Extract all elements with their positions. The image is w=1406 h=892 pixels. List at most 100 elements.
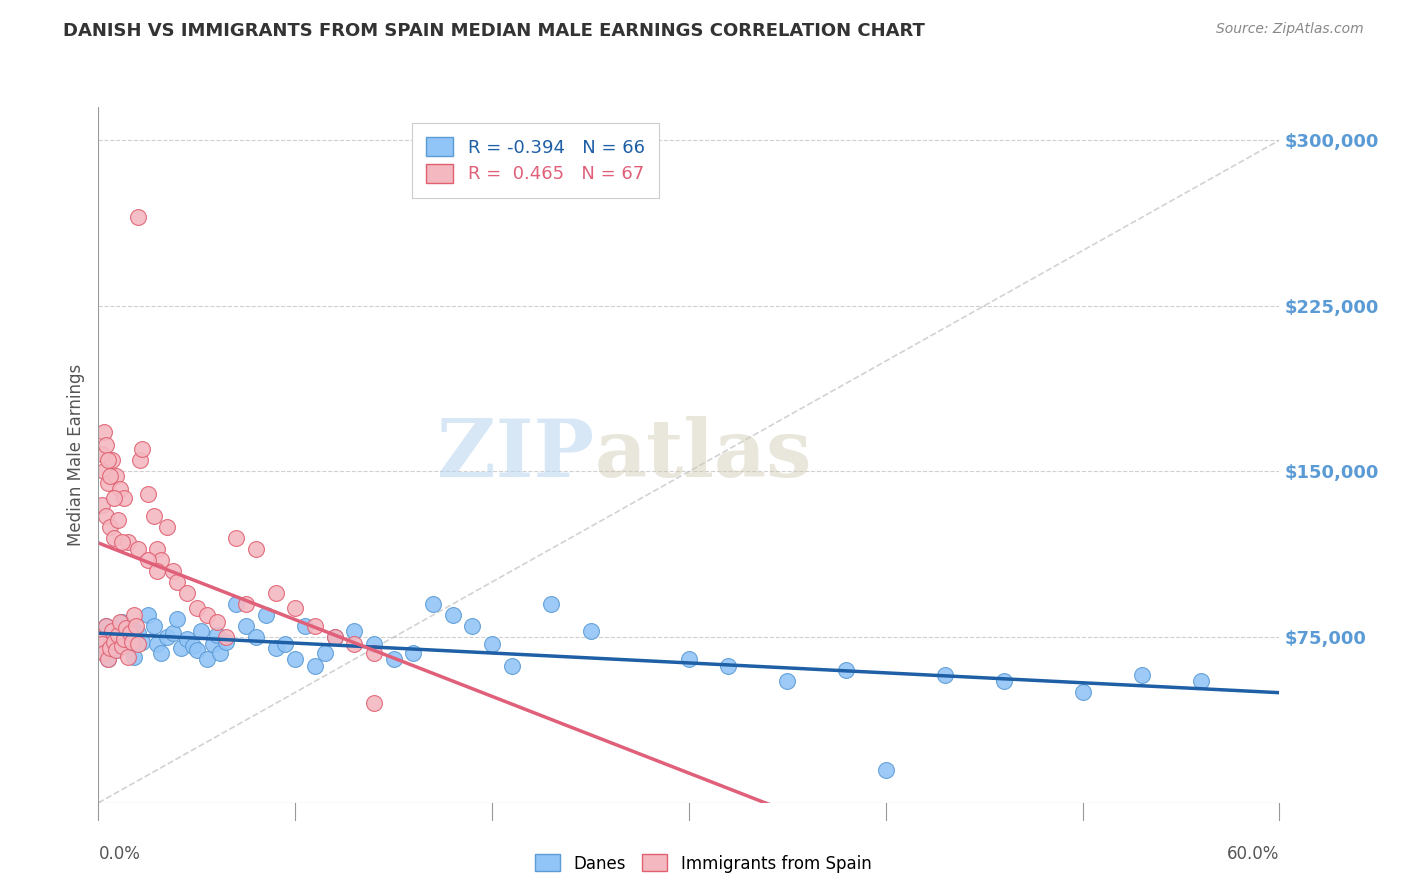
Point xyxy=(150,646,173,660)
Point xyxy=(96,619,118,633)
Point xyxy=(136,553,159,567)
Text: ZIP: ZIP xyxy=(437,416,595,494)
Point xyxy=(91,637,114,651)
Point xyxy=(89,630,111,644)
Point xyxy=(89,630,111,644)
Point xyxy=(97,453,120,467)
Point xyxy=(131,442,153,457)
Point xyxy=(215,630,238,644)
Point xyxy=(402,646,425,660)
Point xyxy=(146,637,169,651)
Point xyxy=(422,597,444,611)
Point xyxy=(142,508,165,523)
Point xyxy=(201,637,224,651)
Point xyxy=(98,641,121,656)
Point xyxy=(127,625,149,640)
Text: DANISH VS IMMIGRANTS FROM SPAIN MEDIAN MALE EARNINGS CORRELATION CHART: DANISH VS IMMIGRANTS FROM SPAIN MEDIAN M… xyxy=(63,22,925,40)
Point xyxy=(678,652,700,666)
Point xyxy=(93,425,115,439)
Point xyxy=(363,637,385,651)
Point xyxy=(101,624,124,638)
Point xyxy=(112,639,135,653)
Point xyxy=(205,628,228,642)
Point xyxy=(235,597,257,611)
Text: 60.0%: 60.0% xyxy=(1227,845,1279,863)
Point xyxy=(112,632,135,647)
Point xyxy=(209,646,232,660)
Point xyxy=(150,553,173,567)
Point xyxy=(103,634,125,648)
Point xyxy=(98,641,121,656)
Point xyxy=(461,619,484,633)
Text: atlas: atlas xyxy=(595,416,811,494)
Point xyxy=(117,650,139,665)
Point xyxy=(162,625,184,640)
Point xyxy=(195,608,218,623)
Point xyxy=(181,639,204,653)
Point xyxy=(96,508,118,523)
Point xyxy=(1189,674,1212,689)
Point xyxy=(176,586,198,600)
Point xyxy=(195,652,218,666)
Point xyxy=(146,564,169,578)
Point xyxy=(875,763,897,777)
Point xyxy=(142,619,165,633)
Point xyxy=(103,531,125,545)
Point xyxy=(118,625,141,640)
Point xyxy=(284,652,307,666)
Point xyxy=(93,465,115,479)
Point xyxy=(111,639,134,653)
Point xyxy=(717,658,740,673)
Point xyxy=(284,601,307,615)
Point xyxy=(131,634,153,648)
Point xyxy=(162,564,184,578)
Point xyxy=(190,624,212,638)
Point xyxy=(156,630,179,644)
Point xyxy=(170,641,193,656)
Point xyxy=(91,498,114,512)
Point xyxy=(441,608,464,623)
Point xyxy=(540,597,562,611)
Point xyxy=(294,619,316,633)
Point xyxy=(481,637,503,651)
Point xyxy=(501,658,523,673)
Point xyxy=(205,615,228,629)
Point xyxy=(122,608,145,623)
Point xyxy=(103,491,125,505)
Point xyxy=(122,650,145,665)
Point xyxy=(343,637,366,651)
Point xyxy=(363,697,385,711)
Point xyxy=(1130,667,1153,681)
Point xyxy=(934,667,956,681)
Point xyxy=(93,646,115,660)
Point xyxy=(117,632,139,647)
Point xyxy=(579,624,602,638)
Point xyxy=(115,621,138,635)
Point xyxy=(105,469,128,483)
Point xyxy=(186,601,208,615)
Point xyxy=(323,630,346,644)
Point xyxy=(245,541,267,556)
Point xyxy=(121,634,143,648)
Point xyxy=(993,674,1015,689)
Point xyxy=(107,628,129,642)
Point xyxy=(363,646,385,660)
Point xyxy=(166,612,188,626)
Point xyxy=(235,619,257,633)
Point xyxy=(125,619,148,633)
Legend: R = -0.394   N = 66, R =  0.465   N = 67: R = -0.394 N = 66, R = 0.465 N = 67 xyxy=(412,123,659,198)
Point xyxy=(274,637,297,651)
Point xyxy=(215,634,238,648)
Point xyxy=(156,519,179,533)
Point xyxy=(146,541,169,556)
Point xyxy=(264,586,287,600)
Point xyxy=(107,628,129,642)
Point xyxy=(314,646,336,660)
Point xyxy=(108,615,131,629)
Point xyxy=(98,469,121,483)
Point xyxy=(323,630,346,644)
Point xyxy=(1071,685,1094,699)
Point xyxy=(225,531,247,545)
Point xyxy=(835,663,858,677)
Text: Source: ZipAtlas.com: Source: ZipAtlas.com xyxy=(1216,22,1364,37)
